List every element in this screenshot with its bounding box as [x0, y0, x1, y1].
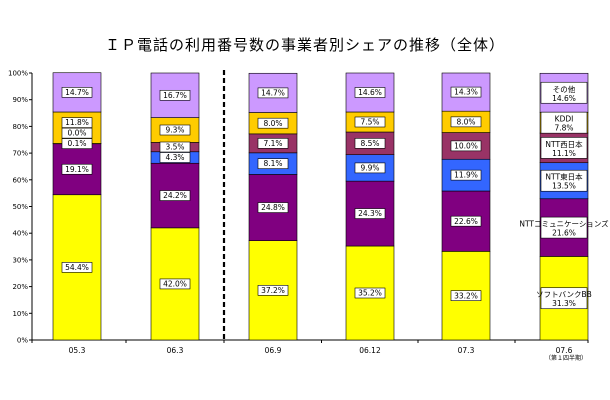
x-tick-label: 06.3 [167, 346, 184, 355]
data-label: 8.1% [263, 159, 282, 168]
data-label-box [450, 116, 482, 128]
legend-series-name: ソフトバンクBB [536, 290, 592, 299]
y-tick-label: 90% [12, 96, 28, 104]
data-label-box [61, 127, 93, 139]
data-label: 14.3% [454, 88, 478, 97]
data-label: 19.1% [65, 165, 89, 174]
data-label-box [159, 89, 191, 101]
data-label-box [354, 162, 386, 174]
data-label: 10.0% [454, 141, 478, 150]
y-tick-label: 40% [12, 230, 28, 238]
legend-label-box [540, 111, 588, 134]
data-label: 8.5% [360, 139, 379, 148]
data-label: 4.3% [165, 153, 184, 162]
y-tick-label: 70% [12, 150, 28, 158]
data-label-box [354, 138, 386, 149]
data-label-box [354, 116, 386, 128]
data-label: 54.4% [65, 263, 89, 272]
legend-label-box [540, 81, 588, 104]
data-label: 11.8% [65, 118, 89, 127]
legend-label-box [540, 169, 588, 192]
data-label-box [159, 124, 191, 136]
data-label: 7.1% [263, 139, 282, 148]
data-label: 35.2% [358, 289, 382, 298]
data-label-box [450, 290, 482, 301]
data-label-box [257, 138, 289, 149]
data-label-box [450, 215, 482, 227]
data-label-box [257, 202, 289, 213]
y-tick-label: 100% [8, 70, 28, 78]
data-label: 8.0% [456, 117, 475, 126]
data-label-box [354, 208, 386, 219]
y-tick-label: 80% [12, 123, 28, 131]
legend-series-value: 13.5% [552, 182, 576, 191]
legend-series-value: 21.6% [552, 229, 576, 238]
data-label: 11.9% [454, 171, 478, 180]
x-tick-label: 06.9 [265, 346, 282, 355]
data-label: 9.3% [165, 126, 184, 135]
legend-label-box [540, 216, 588, 239]
data-label: 8.0% [263, 119, 282, 128]
x-tick-label: 07.3 [458, 346, 475, 355]
y-tick-label: 50% [12, 203, 28, 211]
data-label: 14.7% [261, 88, 285, 97]
y-tick-label: 0% [17, 337, 28, 345]
data-label-box [354, 87, 386, 98]
data-label: 0.1% [67, 139, 86, 148]
legend-series-name: その他 [553, 84, 576, 94]
legend-series-value: 11.1% [552, 149, 576, 158]
chart-title: ＩＰ電話の利用番号数の事業者別シェアの推移（全体） [104, 36, 505, 54]
data-label-box [61, 117, 93, 128]
legend-label-box [540, 287, 588, 310]
x-tick-sublabel: （第１四半期） [545, 354, 587, 362]
data-label: 16.7% [163, 91, 187, 100]
data-label-box [61, 138, 93, 149]
data-label: 22.6% [454, 217, 478, 226]
data-label: 37.2% [261, 286, 285, 295]
y-tick-label: 10% [12, 310, 28, 318]
data-label-box [354, 287, 386, 299]
data-label-box [159, 141, 191, 153]
x-tick-label: 05.3 [69, 346, 86, 355]
legend-series-value: 14.6% [552, 94, 576, 103]
legend-series-value: 31.3% [552, 299, 576, 308]
data-label: 33.2% [454, 291, 478, 300]
data-label-box [159, 152, 191, 163]
x-tick-label: 07.6 [556, 346, 573, 355]
data-label-box [257, 87, 289, 99]
data-label: 42.0% [163, 280, 187, 289]
data-label-box [450, 86, 482, 98]
data-label-box [61, 163, 93, 175]
data-label: 9.9% [360, 164, 379, 173]
data-label-box [450, 169, 482, 181]
data-label: 14.6% [358, 88, 382, 97]
data-label-box [450, 140, 482, 152]
data-label: 7.5% [360, 118, 379, 127]
data-label-box [159, 278, 191, 290]
data-label: 24.8% [261, 203, 285, 212]
data-label: 24.3% [358, 209, 382, 218]
x-tick-label: 06.12 [359, 346, 381, 355]
data-label-box [61, 262, 93, 273]
data-label: 14.7% [65, 88, 89, 97]
data-label-box [257, 117, 289, 129]
legend-label-box [540, 137, 588, 159]
y-tick-label: 30% [12, 256, 28, 264]
y-tick-label: 20% [12, 283, 28, 291]
legend-series-name: NTT西日本 [545, 139, 583, 149]
legend-series-value: 7.8% [554, 124, 573, 133]
legend-series-name: KDDI [555, 115, 574, 124]
data-label-box [61, 87, 93, 98]
data-label-box [257, 158, 289, 169]
data-label-box [257, 285, 289, 296]
data-label: 3.5% [165, 143, 184, 152]
y-tick-label: 60% [12, 176, 28, 184]
data-label: 0.0% [67, 129, 86, 138]
data-label-box [159, 190, 191, 201]
legend-series-name: NTTコミュニケーションズ [519, 219, 609, 229]
legend-series-name: NTT東日本 [545, 172, 583, 182]
data-label: 24.2% [163, 191, 187, 200]
